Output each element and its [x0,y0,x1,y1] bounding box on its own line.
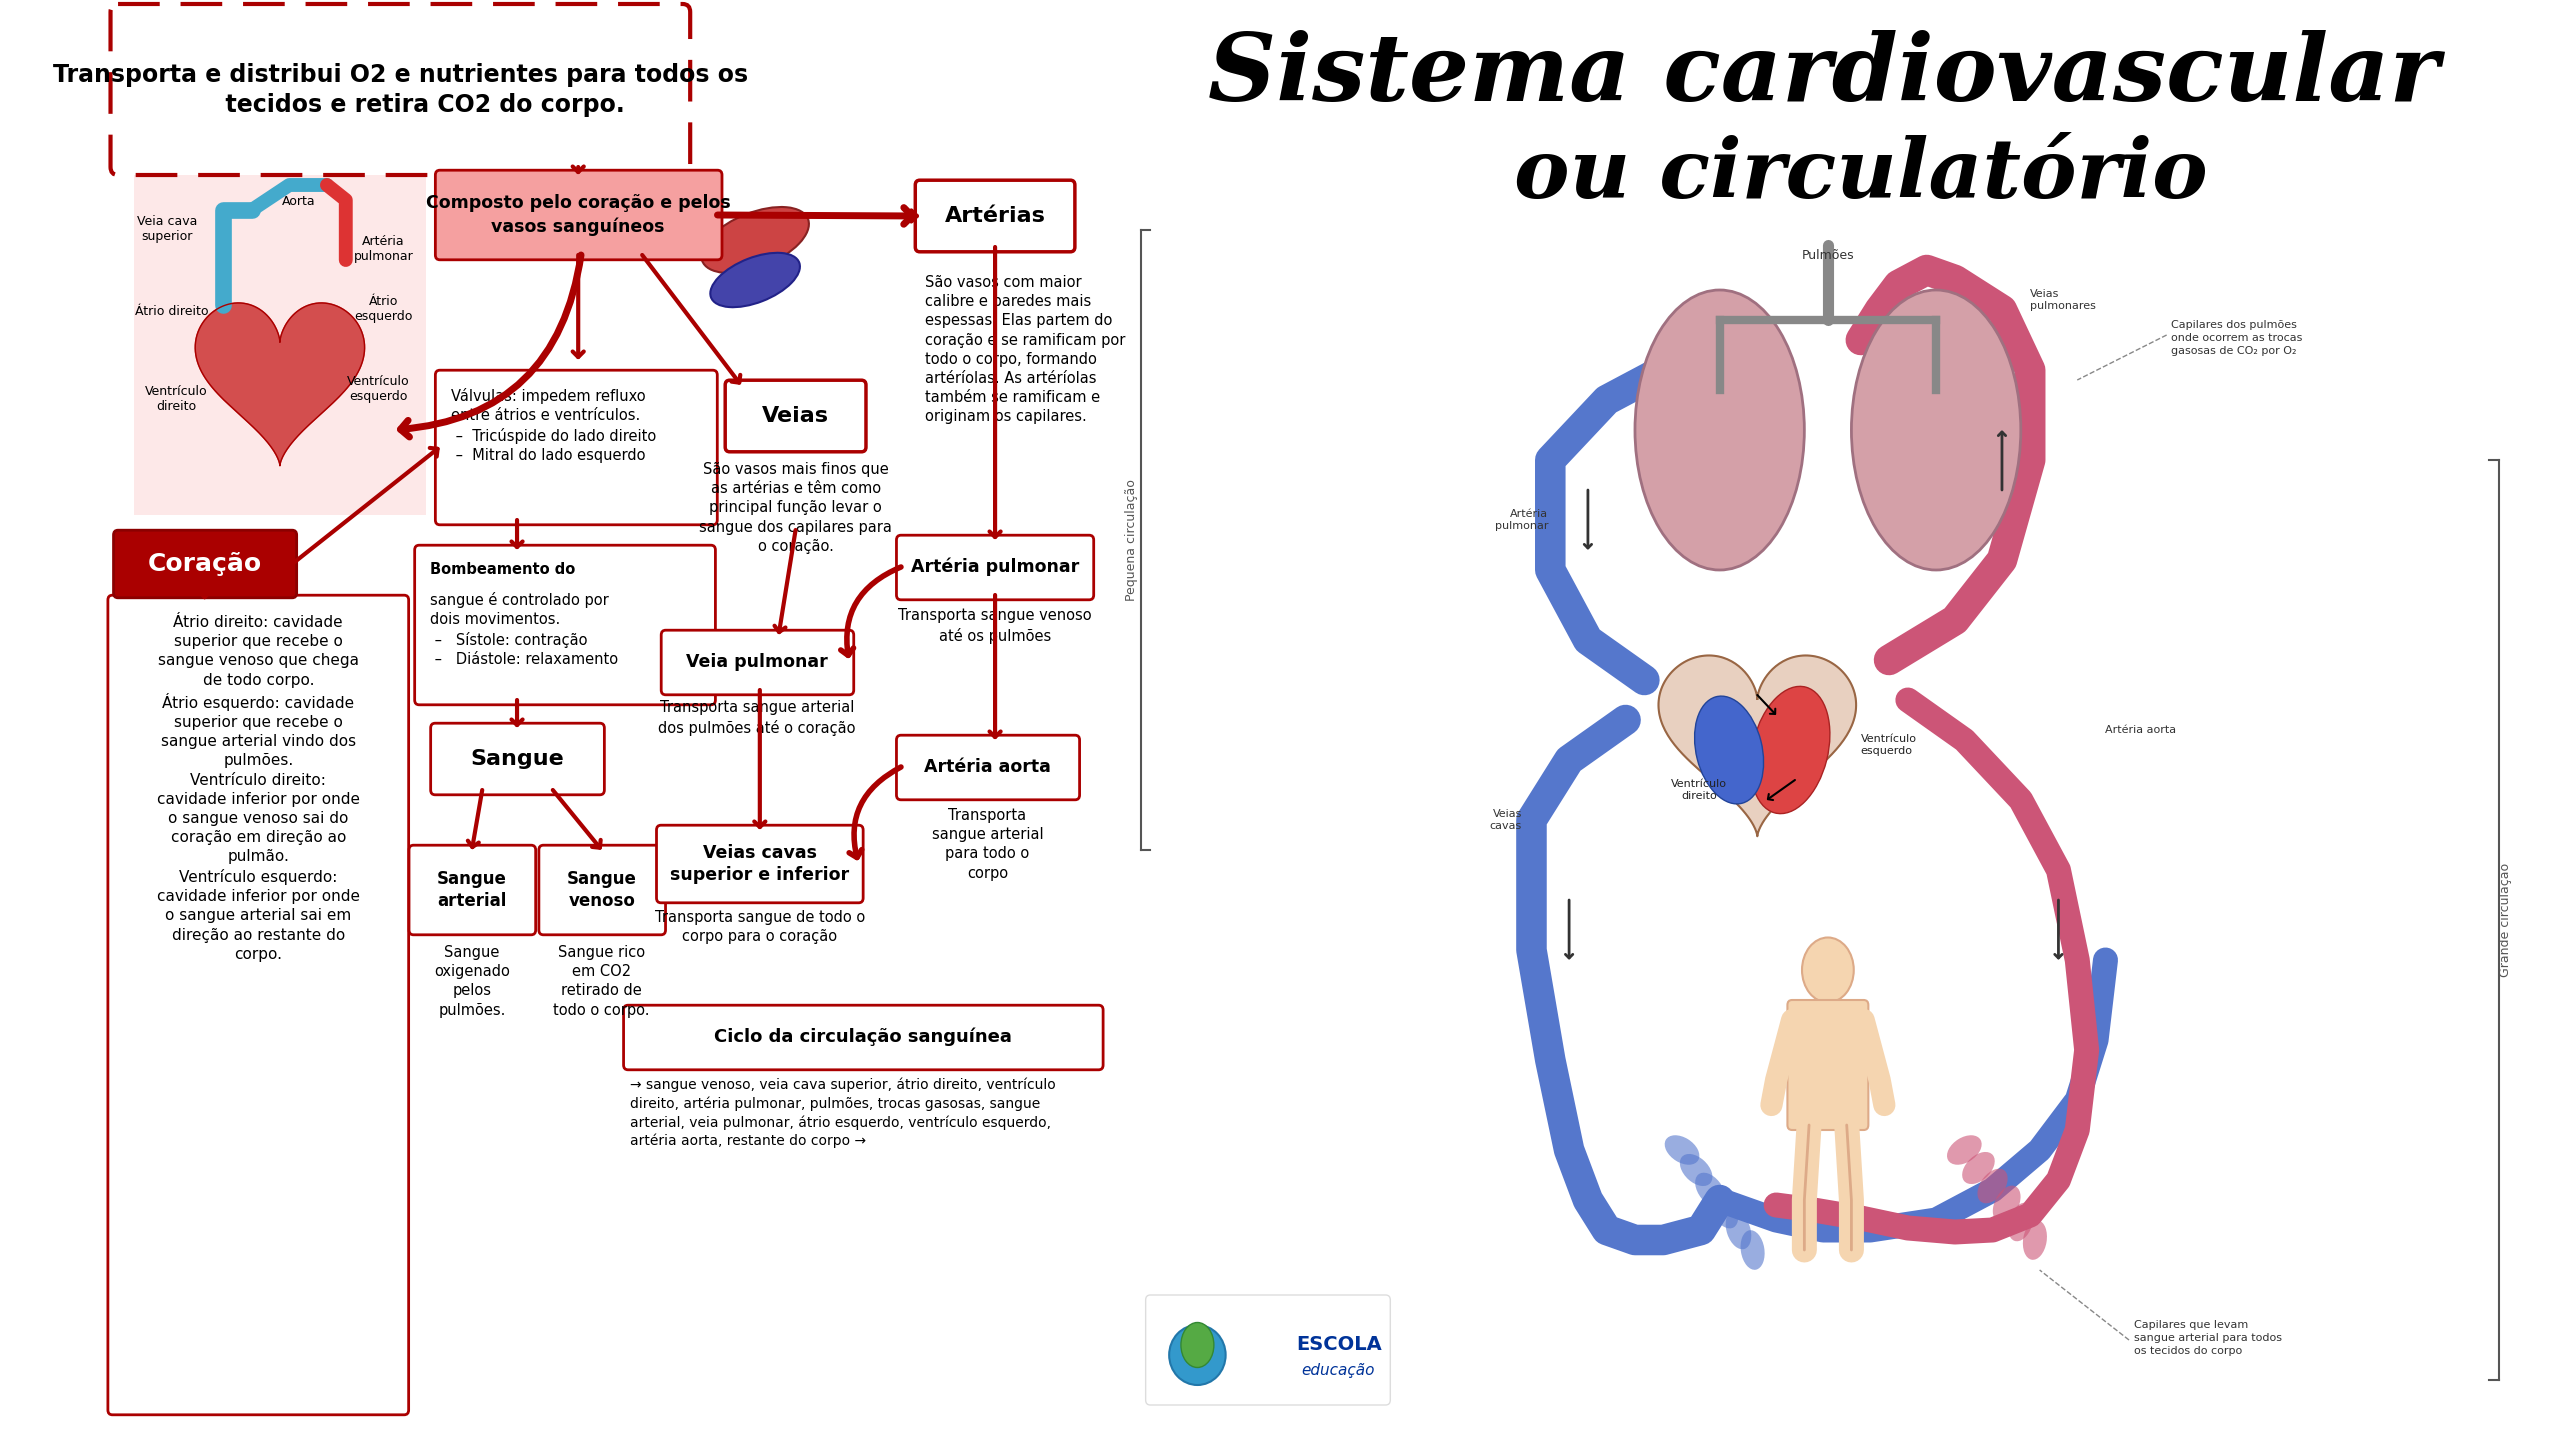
FancyBboxPatch shape [133,176,425,516]
FancyBboxPatch shape [108,595,410,1416]
Text: Veias
pulmonares: Veias pulmonares [2030,288,2097,311]
FancyBboxPatch shape [415,546,714,704]
FancyBboxPatch shape [435,170,722,259]
Text: Capilares que levam
sangue arterial para todos
os tecidos do corpo: Capilares que levam sangue arterial para… [2132,1320,2281,1355]
FancyBboxPatch shape [538,845,666,935]
Text: Artéria
pulmonar: Artéria pulmonar [353,235,412,264]
Ellipse shape [1741,1230,1764,1270]
Text: Átrio
esquerdo: Átrio esquerdo [353,295,412,323]
FancyBboxPatch shape [435,370,717,524]
Text: ou circulatório: ou circulatório [1513,135,2207,215]
Text: São vasos com maior
calibre e paredes mais
espessas. Elas partem do
coração e se: São vasos com maior calibre e paredes ma… [924,275,1124,425]
Text: Artérias: Artérias [945,206,1044,226]
FancyBboxPatch shape [113,530,297,598]
FancyBboxPatch shape [724,380,865,452]
Text: Composto pelo coração e pelos
vasos sanguíneos: Composto pelo coração e pelos vasos sang… [425,194,730,236]
Text: Capilares dos pulmões
onde ocorrem as trocas
gasosas de CO₂ por O₂: Capilares dos pulmões onde ocorrem as tr… [2171,320,2304,356]
Text: Ventrículo
direito: Ventrículo direito [146,384,207,413]
Text: Aorta: Aorta [282,194,315,207]
Text: Transporta sangue de todo o
corpo para o coração: Transporta sangue de todo o corpo para o… [655,910,865,945]
FancyBboxPatch shape [660,631,852,696]
Text: Veias cavas
superior e inferior: Veias cavas superior e inferior [671,844,850,884]
Text: Sistema cardiovascular: Sistema cardiovascular [1208,30,2440,120]
Text: Ventrículo
esquerdo: Ventrículo esquerdo [348,374,410,403]
Text: Veias
cavas: Veias cavas [1490,809,1523,831]
Ellipse shape [1710,1191,1738,1228]
Ellipse shape [1851,289,2020,570]
Ellipse shape [1992,1185,2020,1223]
Ellipse shape [2022,1220,2048,1260]
Text: Sangue rico
em CO2
retirado de
todo o corpo.: Sangue rico em CO2 retirado de todo o co… [553,945,650,1018]
Polygon shape [195,302,364,465]
Text: Sangue
oxigenado
pelos
pulmões.: Sangue oxigenado pelos pulmões. [435,945,509,1018]
Ellipse shape [709,253,799,307]
FancyBboxPatch shape [655,825,863,903]
Ellipse shape [1802,937,1853,1002]
Text: Coração: Coração [148,552,261,576]
Text: Sangue: Sangue [471,749,563,769]
Text: Artéria aorta: Artéria aorta [924,757,1052,776]
Ellipse shape [1695,696,1764,804]
Text: Sangue
arterial: Sangue arterial [438,870,507,910]
Text: Transporta e distribui O2 e nutrientes para todos os
      tecidos e retira CO2 : Transporta e distribui O2 e nutrientes p… [54,63,748,117]
Text: Pequena circulação: Pequena circulação [1124,480,1139,600]
Ellipse shape [1664,1135,1700,1165]
Ellipse shape [1170,1325,1226,1385]
Text: Ventrículo
direito: Ventrículo direito [1672,779,1728,802]
Ellipse shape [1751,687,1830,814]
FancyBboxPatch shape [410,845,535,935]
Text: São vasos mais finos que
as artérias e têm como
principal função levar o
sangue : São vasos mais finos que as artérias e t… [699,462,891,554]
Text: Ciclo da circulação sanguínea: Ciclo da circulação sanguínea [714,1028,1011,1047]
Text: → sangue venoso, veia cava superior, átrio direito, ventrículo
direito, artéria : → sangue venoso, veia cava superior, átr… [630,1079,1055,1148]
Text: Bombeamento do: Bombeamento do [430,562,576,577]
Text: Artéria aorta: Artéria aorta [2104,724,2176,734]
Ellipse shape [1679,1153,1713,1187]
Text: Válvulas: impedem refluxo
entre átrios e ventrículos.
 –  Tricúspide do lado dir: Válvulas: impedem refluxo entre átrios e… [451,387,655,462]
Text: Transporta
sangue arterial
para todo o
corpo: Transporta sangue arterial para todo o c… [932,808,1044,881]
Text: Veia pulmonar: Veia pulmonar [686,652,827,671]
Text: Artéria pulmonar: Artéria pulmonar [911,557,1080,576]
FancyBboxPatch shape [1132,170,2496,1420]
Polygon shape [1659,655,1856,837]
Text: Veia cava
superior: Veia cava superior [136,215,197,243]
Ellipse shape [1961,1152,1994,1184]
Text: Pulmões: Pulmões [1802,249,1853,262]
Text: Grande circulação: Grande circulação [2499,863,2511,978]
Ellipse shape [2007,1202,2033,1241]
FancyBboxPatch shape [896,736,1080,799]
Text: Sangue
venoso: Sangue venoso [566,870,637,910]
Text: educação: educação [1300,1362,1375,1378]
Ellipse shape [1180,1322,1213,1368]
Text: Artéria
pulmonar: Artéria pulmonar [1495,508,1549,531]
Text: Veias: Veias [763,406,829,426]
FancyBboxPatch shape [896,536,1093,600]
Text: sangue é controlado por
dois movimentos.
 –   Sístole: contração
 –   Diástole: : sangue é controlado por dois movimentos.… [430,592,620,667]
Text: Transporta sangue arterial
dos pulmões até o coração: Transporta sangue arterial dos pulmões a… [658,700,855,736]
FancyBboxPatch shape [1147,1295,1390,1405]
Ellipse shape [1725,1211,1751,1250]
FancyBboxPatch shape [916,180,1075,252]
FancyBboxPatch shape [110,4,691,176]
FancyBboxPatch shape [430,723,604,795]
Text: Ventrículo
esquerdo: Ventrículo esquerdo [1861,733,1917,756]
Ellipse shape [1636,289,1805,570]
Text: Átrio direito: Átrio direito [136,305,207,318]
FancyBboxPatch shape [625,1005,1103,1070]
Ellipse shape [1948,1135,1981,1165]
Ellipse shape [1695,1172,1725,1207]
FancyBboxPatch shape [1787,999,1869,1130]
Ellipse shape [701,207,809,274]
Text: ESCOLA: ESCOLA [1295,1335,1382,1355]
Text: Transporta sangue venoso
até os pulmões: Transporta sangue venoso até os pulmões [899,608,1093,644]
Ellipse shape [1976,1169,2007,1204]
Text: Átrio direito: cavidade
superior que recebe o
sangue venoso que chega
de todo co: Átrio direito: cavidade superior que rec… [156,615,361,962]
